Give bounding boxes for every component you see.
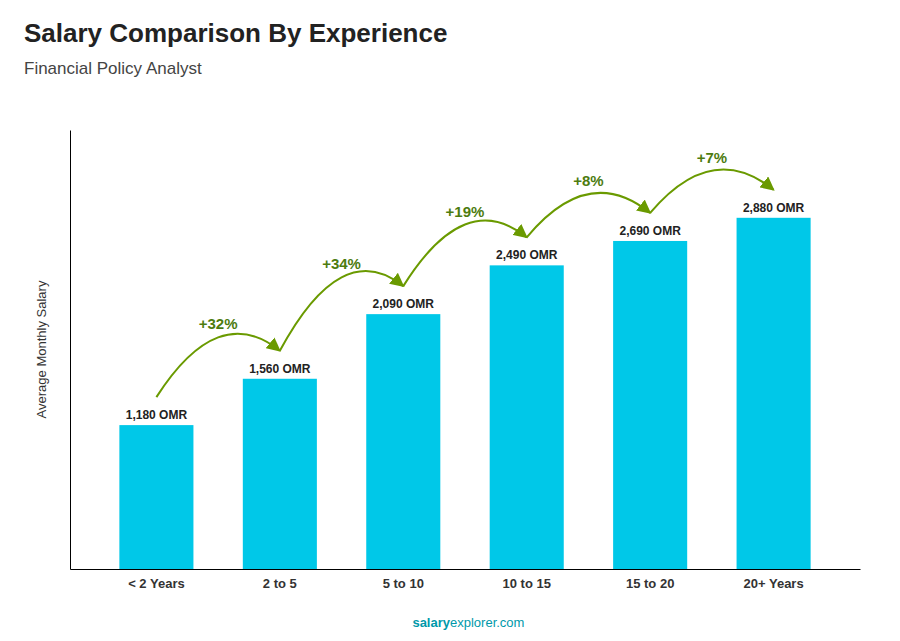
- x-tick-label: 15 to 20: [626, 576, 674, 591]
- x-axis: < 2 Years 2 to 5 5 to 10 10 to 15 15 to 20 20…: [71, 570, 861, 592]
- change-arrow: [403, 221, 526, 287]
- change-annotations: +32% +34% +19% +8% +7%: [156, 149, 773, 398]
- x-tick-label: < 2 Years: [128, 576, 185, 591]
- change-arrow: [527, 193, 650, 237]
- x-tick: 20+ Years: [744, 576, 804, 591]
- x-tick-label: 2 to 5: [263, 576, 297, 591]
- bar: [366, 314, 440, 569]
- watermark: explorer.com: [450, 615, 524, 630]
- x-tick-label: 20+ Years: [744, 576, 804, 591]
- x-tick-label: 5 to 10: [383, 576, 424, 591]
- data-label: 2,880 OMR: [743, 201, 805, 215]
- bar: [613, 241, 687, 569]
- change-label: +7%: [697, 149, 727, 166]
- bar: [737, 218, 811, 569]
- data-labels: 1,180 OMR 1,560 OMR 2,090 OMR 2,490 OMR 2,69…: [126, 201, 805, 422]
- change-arrow: [156, 334, 279, 397]
- data-label: 1,180 OMR: [126, 408, 188, 422]
- x-tick: < 2 Years: [128, 576, 185, 591]
- x-axis-line: [71, 569, 861, 570]
- x-tick: 15 to 20: [626, 576, 674, 591]
- change-label: +19%: [446, 203, 485, 220]
- x-tick: 5 to 10: [383, 576, 424, 591]
- data-label: 1,560 OMR: [249, 362, 311, 376]
- bar: [119, 425, 193, 569]
- subtitle: Financial Policy Analyst: [24, 59, 202, 78]
- watermark: salary: [412, 615, 450, 630]
- data-label: 2,690 OMR: [619, 224, 681, 238]
- y-axis-line: [70, 131, 71, 570]
- change-arrow: [650, 170, 773, 213]
- title: Salary Comparison By Experience: [24, 18, 447, 48]
- y-axis: [70, 131, 71, 570]
- plot: < 2 Years 2 to 5 5 to 10 10 to 15 15 to 20 20…: [71, 131, 861, 592]
- bar: [243, 379, 317, 569]
- change-label: +32%: [199, 315, 238, 332]
- change-label: +8%: [573, 172, 603, 189]
- data-label: 2,490 OMR: [496, 248, 558, 262]
- bar: [490, 265, 564, 569]
- change-label: +34%: [322, 255, 361, 272]
- chart: Salary Comparison By Experience Financial…: [0, 0, 900, 641]
- x-tick: 2 to 5: [263, 576, 297, 591]
- data-label: 2,090 OMR: [373, 297, 435, 311]
- x-tick-label: 10 to 15: [503, 576, 551, 591]
- y-axis-title: Average Monthly Salary: [34, 280, 49, 418]
- bars: [119, 218, 810, 569]
- change-arrow: [280, 271, 403, 351]
- x-tick: 10 to 15: [503, 576, 551, 591]
